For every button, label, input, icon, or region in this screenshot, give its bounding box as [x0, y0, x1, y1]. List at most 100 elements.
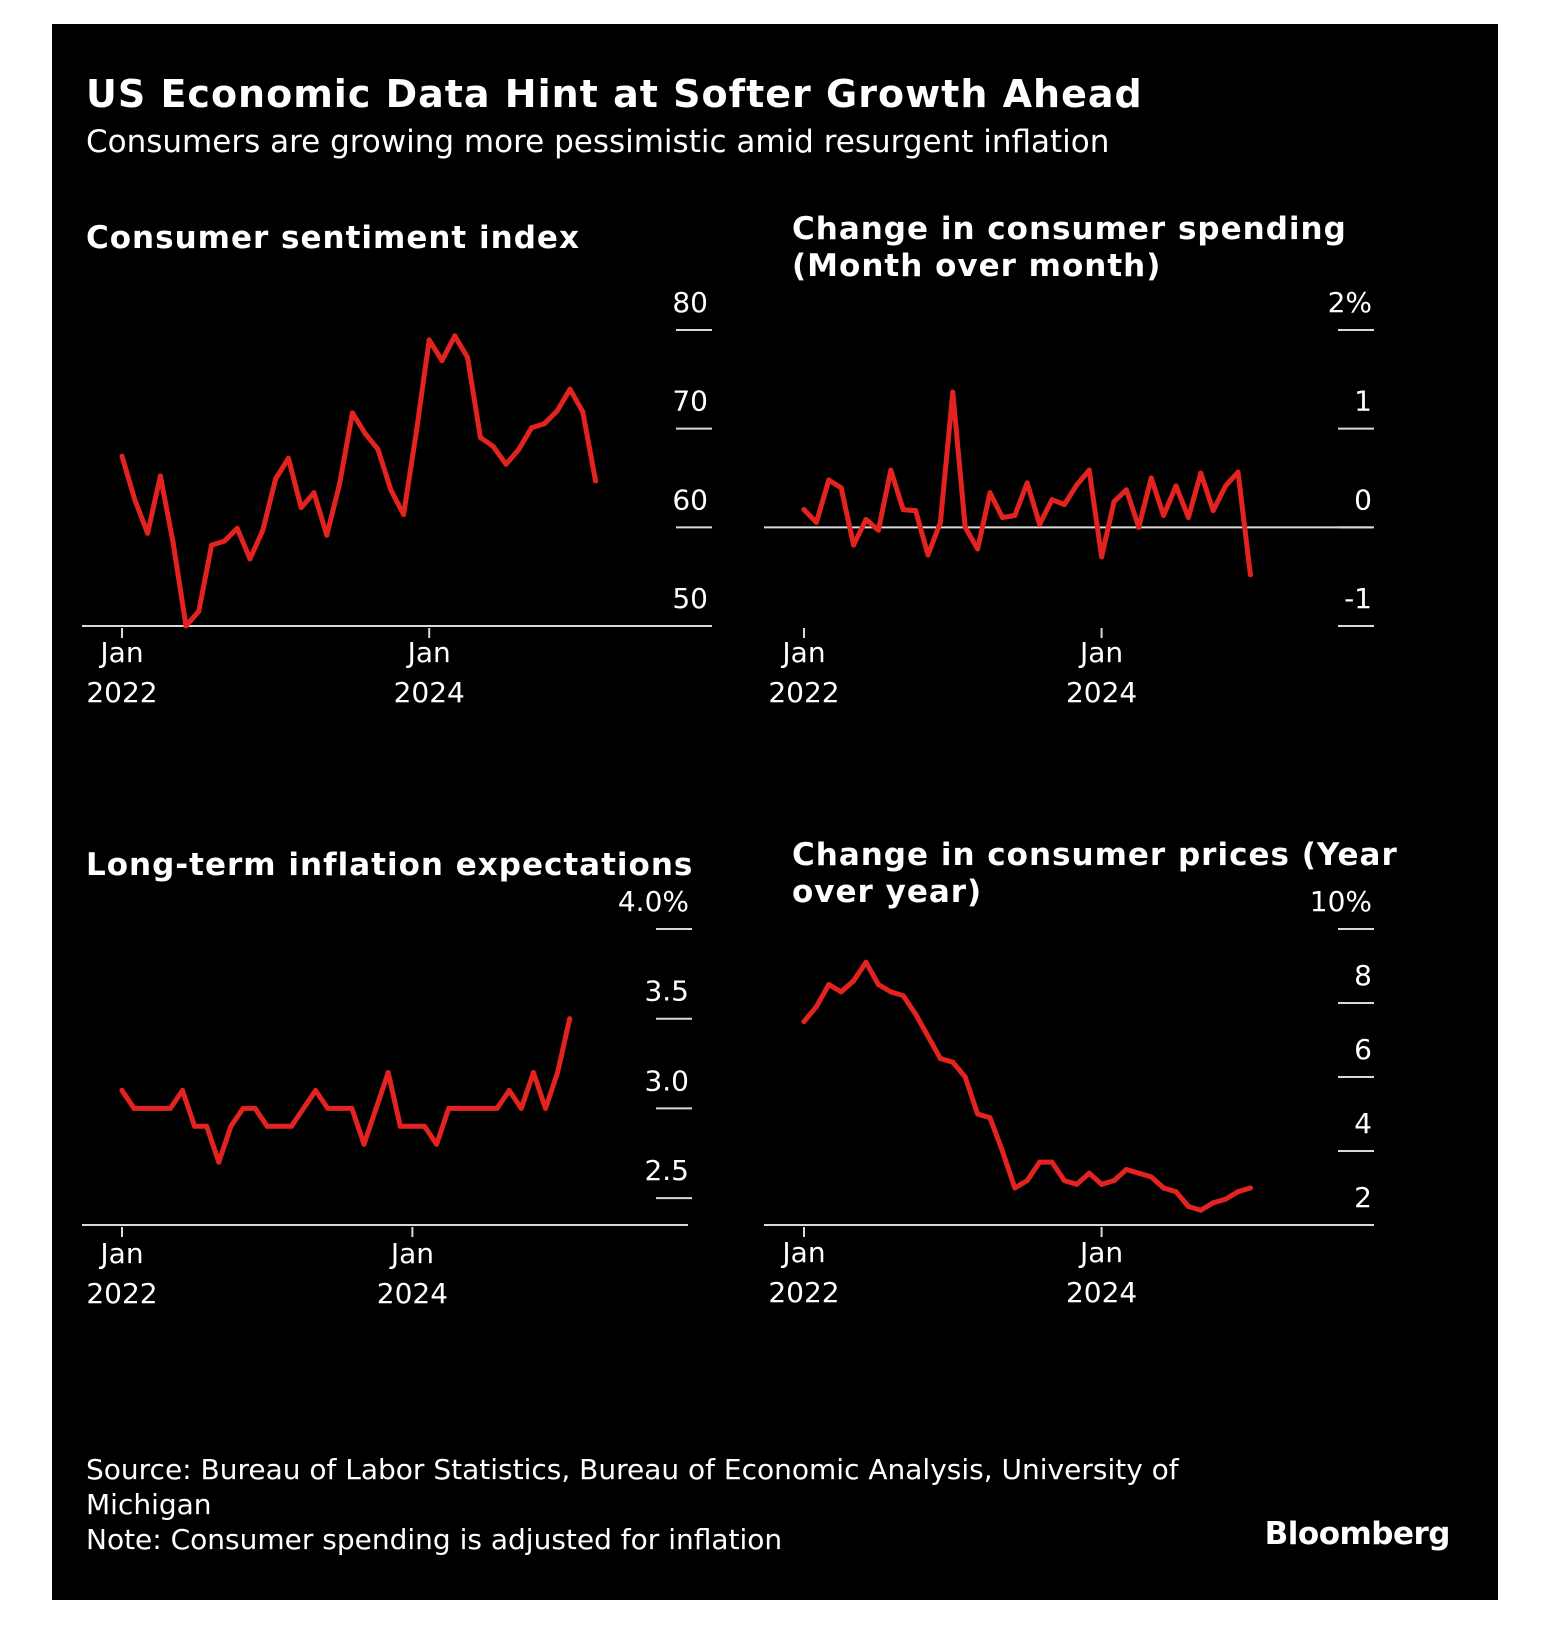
- inflation-expectations-x-tick-month: Jan: [389, 1237, 434, 1270]
- inflation-expectations-data-point: [349, 1105, 355, 1111]
- consumer-spending-data-point: [826, 477, 832, 483]
- consumer-sentiment-y-tick-label: 50: [672, 582, 708, 615]
- inflation-expectations-data-point: [518, 1105, 524, 1111]
- inflation-expectations-x-tick-year: 2024: [377, 1277, 448, 1310]
- consumer-spending-data-point: [1223, 483, 1229, 489]
- bloomberg-logo: Bloomberg: [1264, 1516, 1451, 1552]
- consumer-sentiment-series-line: [119, 333, 599, 629]
- chart-headline: US Economic Data Hint at Softer Growth A…: [86, 72, 1143, 116]
- consumer-sentiment-data-point: [285, 455, 291, 461]
- consumer-sentiment-data-point: [413, 429, 419, 435]
- consumer-sentiment-data-point: [247, 556, 253, 562]
- inflation-expectations-data-point: [228, 1123, 234, 1129]
- consumer-prices-data-point: [1136, 1170, 1142, 1176]
- inflation-expectations-series-line: [119, 1016, 573, 1165]
- consumer-sentiment-data-point: [183, 623, 189, 629]
- consumer-prices-data-point: [1173, 1189, 1179, 1195]
- consumer-spending-data-point: [1161, 512, 1167, 518]
- consumer-spending-data-point: [1012, 512, 1018, 518]
- inflation-expectations-data-point: [337, 1105, 343, 1111]
- consumer-sentiment-x-tick-month: Jan: [98, 636, 143, 669]
- consumer-sentiment-data-point: [593, 478, 599, 484]
- consumer-spending-data-point: [1235, 469, 1241, 475]
- consumer-sentiment-data-point: [465, 355, 471, 361]
- consumer-prices-data-point: [999, 1148, 1005, 1154]
- inflation-expectations-data-point: [482, 1105, 488, 1111]
- consumer-spending-data-point: [1123, 487, 1129, 493]
- consumer-spending-data-point: [851, 542, 857, 548]
- consumer-prices-y-tick-label: 4: [1354, 1107, 1372, 1140]
- inflation-expectations-data-point: [458, 1105, 464, 1111]
- consumer-prices-data-point: [925, 1033, 931, 1039]
- inflation-expectations-data-point: [313, 1087, 319, 1093]
- consumer-prices-data-point: [1247, 1185, 1253, 1191]
- consumer-sentiment-data-point: [273, 476, 279, 482]
- consumer-spending-data-point: [1185, 514, 1191, 520]
- consumer-spending-data-point: [1099, 554, 1105, 560]
- consumer-prices-data-point: [1012, 1185, 1018, 1191]
- consumer-spending-data-point: [950, 389, 956, 395]
- consumer-spending-data-point: [913, 508, 919, 514]
- inflation-expectations-data-point: [204, 1123, 210, 1129]
- consumer-sentiment-data-point: [477, 435, 483, 441]
- consumer-spending-x-tick-month: Jan: [1078, 636, 1123, 669]
- consumer-sentiment-data-point: [516, 446, 522, 452]
- consumer-sentiment-data-point: [132, 497, 138, 503]
- consumer-sentiment-data-point: [119, 453, 125, 459]
- inflation-expectations-data-point: [530, 1070, 536, 1076]
- consumer-spending-data-point: [1198, 470, 1204, 476]
- consumer-prices-data-point: [1148, 1174, 1154, 1180]
- inflation-expectations-data-point: [192, 1123, 198, 1129]
- inflation-expectations-data-point: [409, 1123, 415, 1129]
- consumer-sentiment-data-point: [337, 481, 343, 487]
- consumer-spending-data-point: [987, 490, 993, 496]
- inflation-expectations-data-point: [397, 1123, 403, 1129]
- inflation-expectations-data-point: [506, 1087, 512, 1093]
- consumer-spending-y-tick-label: 1: [1354, 385, 1372, 418]
- consumer-prices-data-point: [888, 989, 894, 995]
- consumer-prices-data-point: [937, 1056, 943, 1061]
- consumer-sentiment-data-point: [260, 527, 266, 533]
- consumer-prices-data-point: [851, 978, 857, 984]
- consumer-sentiment-data-point: [554, 408, 560, 414]
- consumer-spending-data-point: [1173, 483, 1179, 489]
- consumer-prices-data-point: [913, 1011, 919, 1017]
- inflation-expectations-data-point: [131, 1105, 137, 1111]
- consumer-spending-data-point: [1037, 521, 1043, 527]
- panel-title-consumer-sentiment: Consumer sentiment index: [86, 220, 580, 256]
- inflation-expectations-data-point: [434, 1141, 440, 1147]
- consumer-sentiment-data-point: [170, 540, 176, 546]
- consumer-spending-data-point: [1210, 508, 1216, 514]
- consumer-prices-data-point: [962, 1074, 968, 1080]
- consumer-spending-data-point: [1049, 497, 1055, 503]
- consumer-sentiment-data-point: [298, 505, 304, 511]
- footnote: Note: Consumer spending is adjusted for …: [86, 1523, 783, 1556]
- source-note: Source: Bureau of Labor Statistics, Bure…: [86, 1453, 1179, 1521]
- inflation-expectations-y-tick-label: 3.5: [644, 975, 689, 1008]
- consumer-spending-data-point: [875, 527, 881, 533]
- consumer-prices-data-point: [1049, 1159, 1055, 1165]
- consumer-sentiment-data-point: [388, 487, 394, 493]
- inflation-expectations-data-point: [422, 1123, 427, 1129]
- consumer-prices-data-point: [826, 982, 832, 987]
- consumer-prices-data-point: [950, 1059, 956, 1065]
- consumer-spending-data-point: [925, 552, 931, 558]
- consumer-sentiment-data-point: [375, 446, 381, 452]
- consumer-prices-data-point: [1099, 1181, 1105, 1187]
- consumer-prices-data-point: [1061, 1178, 1067, 1184]
- consumer-sentiment-y-tick-label: 70: [672, 385, 708, 418]
- consumer-spending-data-point: [937, 519, 943, 525]
- consumer-prices-y-tick-label: 2: [1354, 1181, 1372, 1214]
- consumer-prices-data-point: [900, 993, 906, 999]
- consumer-spending-data-point: [888, 467, 894, 473]
- consumer-spending-data-point: [838, 485, 844, 491]
- consumer-prices-data-point: [1111, 1178, 1117, 1184]
- inflation-expectations-data-point: [385, 1070, 391, 1076]
- inflation-expectations-data-point: [264, 1123, 270, 1129]
- consumer-sentiment-data-point: [196, 608, 202, 614]
- inflation-expectations-y-tick-label: 4.0%: [618, 885, 689, 918]
- consumer-sentiment-data-point: [439, 358, 445, 364]
- consumer-sentiment-x-tick-month: Jan: [406, 636, 451, 669]
- consumer-sentiment-y-tick-label: 80: [672, 286, 708, 319]
- consumer-spending-y-tick-label: 2%: [1328, 286, 1372, 319]
